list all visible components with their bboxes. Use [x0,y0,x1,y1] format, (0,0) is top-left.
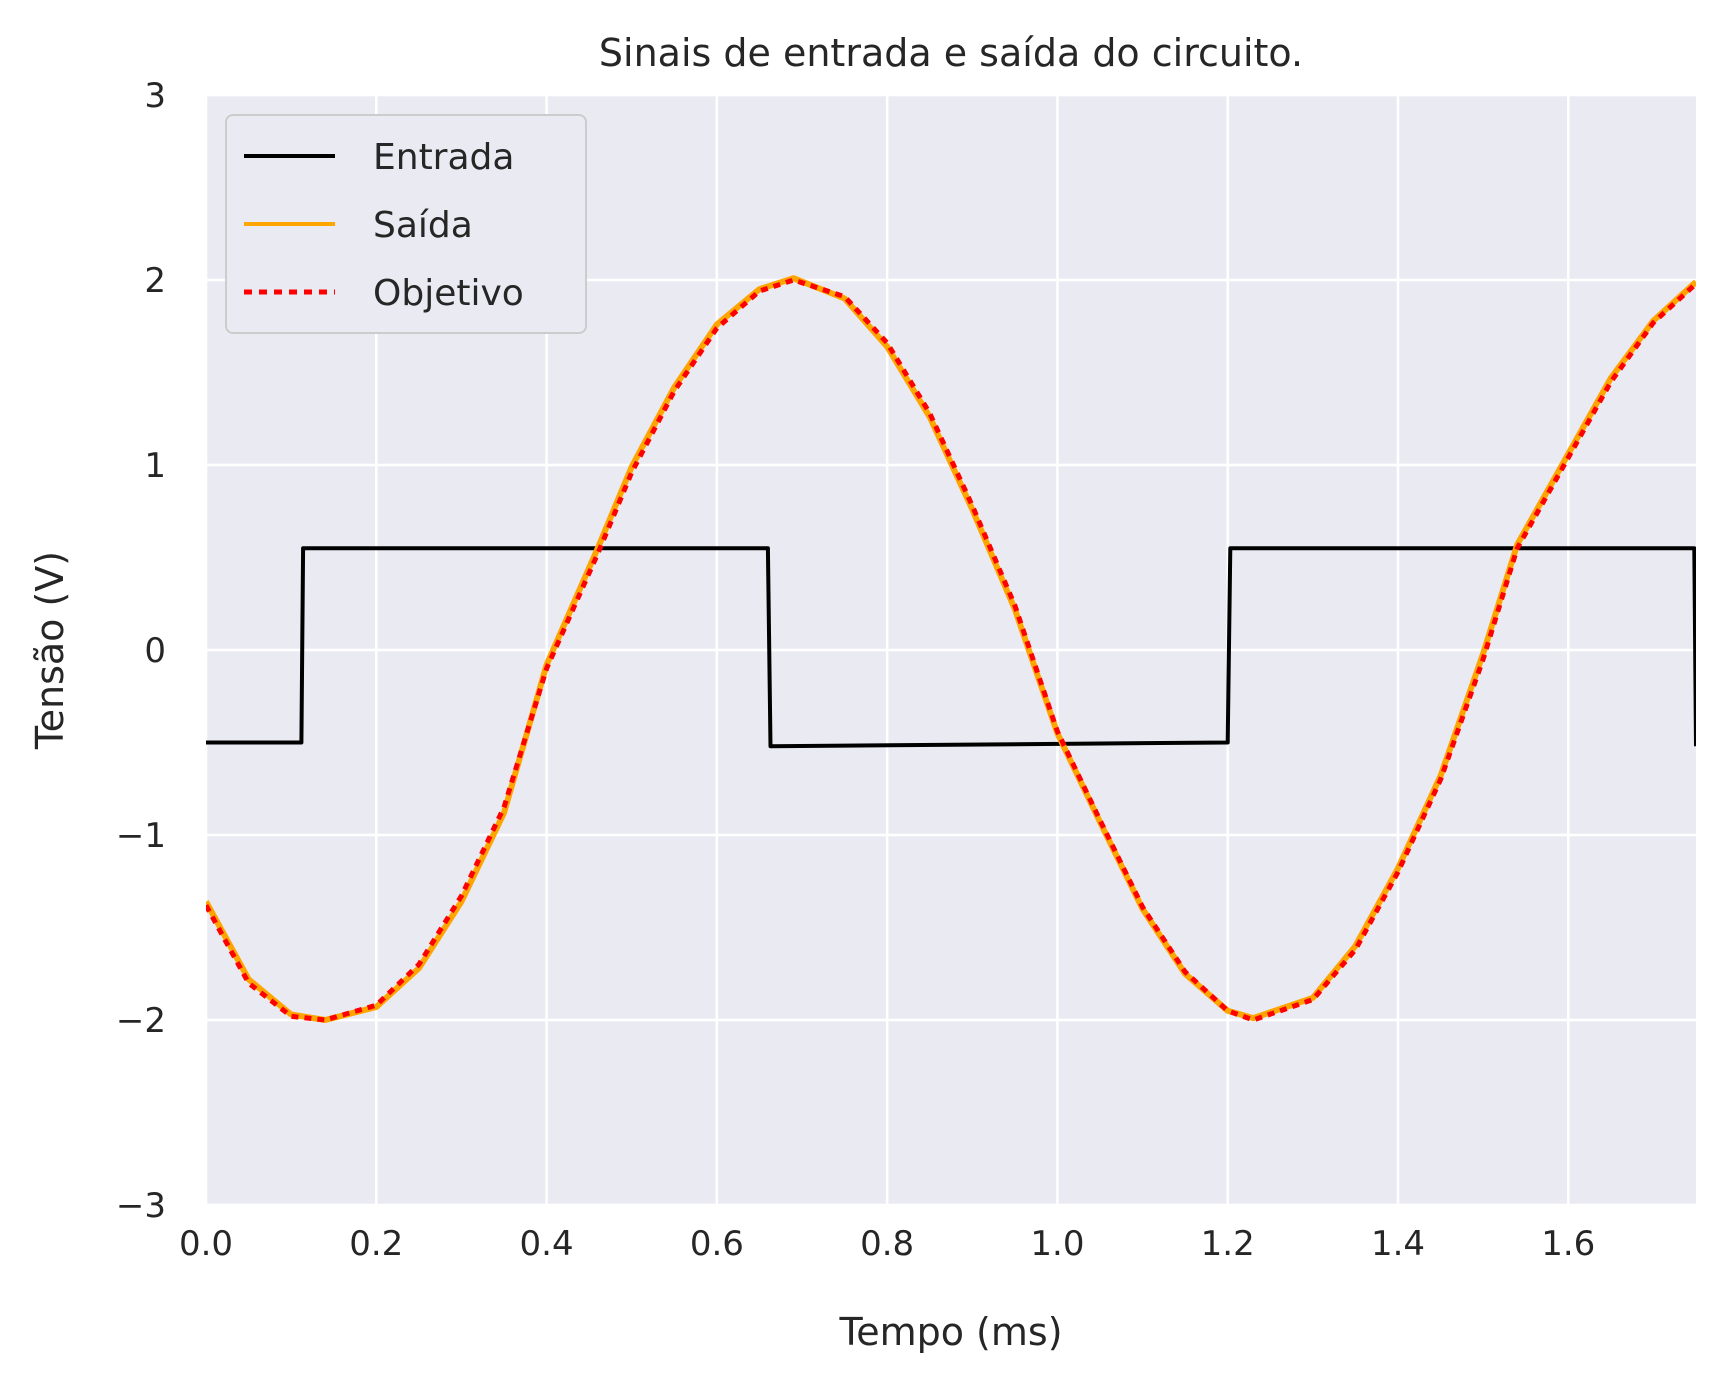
x-tick-label: 0.8 [860,1224,914,1264]
x-tick-label: 0.0 [179,1224,233,1264]
x-tick-labels: 0.0 0.2 0.4 0.6 0.8 1.0 1.2 1.4 1.6 [179,1224,1595,1264]
x-tick-label: 1.6 [1541,1224,1595,1264]
y-tick-label: −2 [116,1001,166,1041]
x-tick-label: 0.6 [690,1224,744,1264]
legend-box [225,114,587,334]
y-tick-label: −1 [116,816,166,856]
y-tick-label: 2 [144,261,166,301]
chart-title: Sinais de entrada e saída do circuito. [599,31,1303,75]
series-layer [206,275,1696,1023]
y-tick-label: 0 [144,631,166,671]
x-axis-label: Tempo (ms) [838,1310,1062,1354]
x-tick-label: 1.2 [1201,1224,1255,1264]
y-axis-label: Tensão (V) [28,551,72,750]
x-tick-label: 0.2 [349,1224,403,1264]
x-tick-label: 1.0 [1030,1224,1084,1264]
y-tick-label: −3 [116,1186,166,1226]
legend: Entrada Saída Objetivo [225,114,587,334]
series-line-objetivo [206,277,1696,1023]
x-tick-label: 0.4 [520,1224,574,1264]
legend-label-entrada: Entrada [373,137,514,178]
y-tick-label: 1 [144,446,166,486]
legend-label-saída: Saída [373,205,473,246]
y-tick-label: 3 [144,76,166,116]
y-tick-labels: −3 −2 −1 0 1 2 3 [116,76,166,1226]
x-tick-label: 1.4 [1371,1224,1425,1264]
legend-label-objetivo: Objetivo [373,273,524,314]
series-line-entrada [206,546,1696,749]
